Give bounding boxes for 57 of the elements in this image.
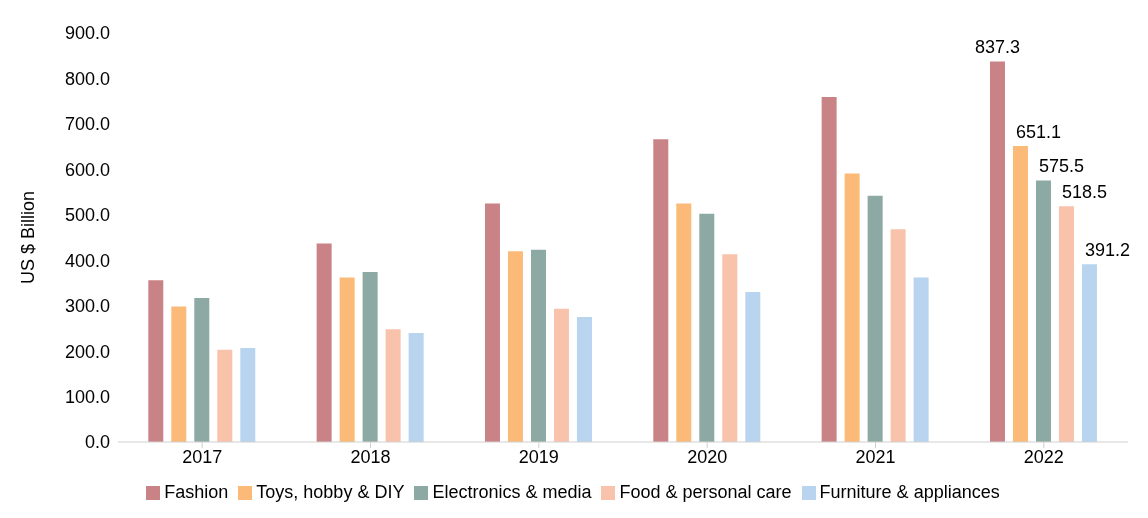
y-tick-label: 400.0 — [64, 250, 110, 271]
bar — [699, 213, 715, 442]
bar — [484, 203, 500, 442]
bar — [653, 139, 669, 442]
bar — [194, 297, 210, 442]
bar — [385, 329, 401, 442]
bar — [722, 254, 738, 442]
bar — [1058, 206, 1074, 442]
bar — [1035, 180, 1051, 442]
legend-label: Fashion — [164, 482, 229, 502]
data-label: 575.5 — [1038, 156, 1084, 177]
bar — [217, 349, 233, 442]
legend-label: Food & personal care — [619, 482, 792, 502]
bar — [890, 229, 906, 442]
bar — [553, 308, 569, 442]
y-tick-label: 600.0 — [64, 159, 110, 180]
y-tick-label: 300.0 — [64, 296, 110, 317]
bar — [913, 277, 929, 442]
legend-label: Furniture & appliances — [819, 482, 1000, 502]
bar — [148, 280, 164, 442]
bar — [1081, 264, 1097, 442]
data-label: 651.1 — [1015, 122, 1061, 143]
bar — [339, 277, 355, 442]
bar — [1012, 146, 1028, 442]
bar — [821, 97, 837, 442]
bar — [530, 249, 546, 442]
bar — [576, 317, 592, 442]
y-tick-label: 700.0 — [64, 114, 110, 135]
bar — [989, 61, 1005, 442]
y-axis-title: US $ Billion — [18, 190, 39, 285]
x-tick-label: 2020 — [687, 446, 728, 467]
legend-label: Electronics & media — [432, 482, 592, 502]
bar — [867, 195, 883, 442]
x-tick-label: 2018 — [350, 446, 391, 467]
bar — [362, 272, 378, 442]
x-tick-label: 2021 — [855, 446, 896, 467]
bar — [240, 347, 256, 442]
bar — [171, 306, 187, 442]
y-tick-label: 900.0 — [64, 23, 110, 44]
x-tick-label: 2022 — [1023, 446, 1064, 467]
x-tick-label: 2019 — [518, 446, 559, 467]
y-tick-label: 100.0 — [64, 386, 110, 407]
y-tick-label: 200.0 — [64, 341, 110, 362]
bar — [408, 332, 424, 442]
data-label: 837.3 — [974, 37, 1020, 58]
y-tick-label: 0.0 — [84, 432, 110, 453]
bar — [676, 203, 692, 442]
y-tick-label: 500.0 — [64, 205, 110, 226]
bar — [507, 251, 523, 442]
x-tick-label: 2017 — [182, 446, 223, 467]
bar — [316, 243, 332, 442]
bar — [844, 173, 860, 442]
bar — [745, 292, 761, 442]
y-tick-label: 800.0 — [64, 68, 110, 89]
data-label: 518.5 — [1061, 182, 1107, 203]
legend-label: Toys, hobby & DIY — [256, 482, 405, 502]
data-label: 391.2 — [1084, 240, 1130, 261]
